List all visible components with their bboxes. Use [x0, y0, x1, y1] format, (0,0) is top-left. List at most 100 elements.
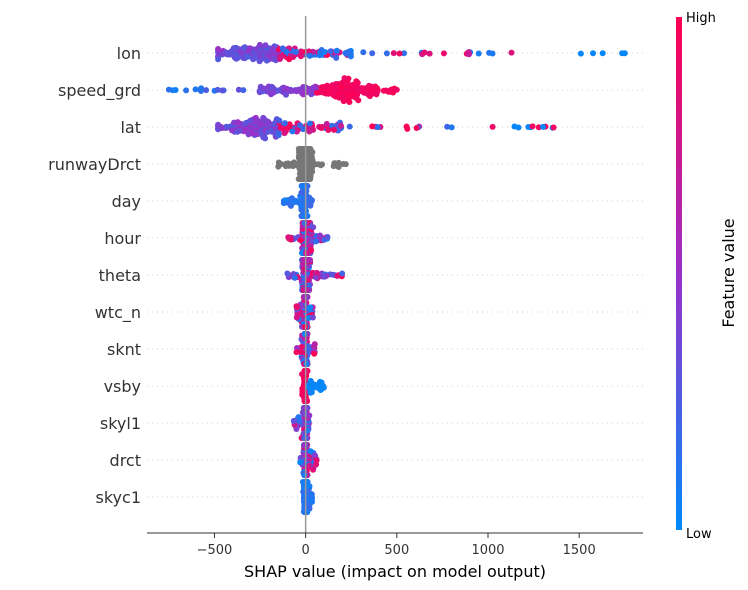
shap-point [256, 41, 263, 48]
shap-point [373, 91, 380, 98]
shap-point [243, 119, 250, 126]
shap-point [299, 479, 306, 485]
shap-point [297, 349, 304, 356]
shap-point [404, 125, 411, 132]
shap-point [297, 237, 304, 244]
shap-point [307, 148, 314, 155]
shap-point [290, 199, 297, 206]
row-gridlines [147, 52, 643, 498]
shap-point [256, 58, 263, 65]
feature-label-sknt: sknt [107, 340, 141, 359]
shap-point [301, 331, 308, 337]
shap-point [263, 57, 270, 64]
shap-point [374, 85, 381, 92]
shap-point [215, 121, 222, 128]
shap-point [280, 200, 287, 207]
shap-point [240, 54, 247, 61]
shap-point [305, 85, 312, 92]
shap-point [345, 48, 352, 55]
shap-point [347, 53, 354, 60]
shap-point [291, 159, 297, 166]
feature-swarm-skyl1 [290, 405, 313, 441]
feature-swarm-wtc_n [293, 294, 316, 330]
shap-point [231, 54, 238, 61]
shap-point [264, 128, 271, 135]
feature-label-lat: lat [120, 118, 141, 137]
feature-swarm-skyc1 [299, 479, 315, 515]
feature-swarm-speed_grd [165, 75, 400, 105]
shap-point [342, 161, 349, 168]
shap-point [327, 48, 334, 55]
shap-point [324, 234, 331, 240]
shap-point [312, 238, 319, 245]
feature-label-hour: hour [104, 229, 141, 248]
shap-point [339, 94, 346, 101]
shap-point [219, 87, 226, 94]
shap-point [295, 146, 302, 152]
shap-point [353, 78, 360, 85]
shap-point [268, 83, 275, 90]
colorbar-high-label: High [686, 11, 716, 26]
feature-label-drct: drct [110, 451, 141, 470]
x-tick-label: 1500 [563, 543, 596, 558]
shap-point [320, 384, 327, 391]
shap-point [306, 128, 313, 135]
shap-point [383, 50, 390, 57]
shap-point [215, 56, 222, 63]
shap-point [192, 86, 199, 93]
feature-swarm-drct [297, 442, 320, 478]
shap-point [295, 414, 302, 421]
shap-point [293, 128, 300, 135]
shap-point [290, 417, 297, 424]
shap-point [311, 350, 318, 357]
shap-point [245, 131, 252, 138]
shap-point [317, 162, 324, 169]
feature-label-theta: theta [99, 266, 141, 285]
shap-point [540, 123, 547, 130]
x-tick-label: −500 [197, 543, 233, 558]
shap-point [301, 294, 308, 300]
shap-point [307, 448, 314, 455]
shap-point [298, 206, 305, 213]
shap-point [293, 314, 300, 321]
shap-point [203, 87, 210, 94]
shap-point [309, 498, 315, 505]
shap-point [332, 93, 339, 100]
shap-point [313, 457, 320, 464]
shap-point [366, 82, 372, 89]
shap-point [309, 197, 315, 204]
x-tick-label: 0 [302, 543, 310, 558]
shap-point [293, 349, 300, 356]
shap-point [277, 56, 283, 62]
colorbar-gradient [676, 17, 682, 530]
shap-point [307, 120, 313, 127]
shap-point [229, 127, 235, 134]
shap-point [310, 466, 317, 473]
shap-point [301, 220, 308, 226]
shap-point [333, 47, 340, 54]
shap-point [295, 160, 302, 166]
shap-point [489, 123, 496, 130]
shap-point [312, 452, 318, 459]
shap-point [240, 87, 247, 94]
shap-point [297, 122, 303, 129]
shap-point [303, 361, 310, 367]
shap-point [550, 124, 557, 131]
shap-point [323, 120, 330, 127]
shap-point [339, 270, 346, 277]
feature-label-runwayDrct: runwayDrct [48, 155, 141, 174]
feature-swarm-hour [285, 220, 331, 256]
shap-point [260, 85, 267, 92]
feature-swarm-day [280, 183, 315, 219]
shap-point [317, 378, 323, 385]
shap-point [413, 125, 420, 131]
shap-point [308, 491, 315, 498]
shap-point [349, 81, 356, 88]
shap-point [236, 127, 243, 134]
feature-label-day: day [112, 192, 141, 211]
shap-point [262, 135, 269, 142]
shap-point [298, 189, 305, 196]
x-axis-label: SHAP value (impact on model output) [244, 562, 546, 581]
shap-point [306, 412, 313, 419]
shap-point [337, 122, 344, 129]
